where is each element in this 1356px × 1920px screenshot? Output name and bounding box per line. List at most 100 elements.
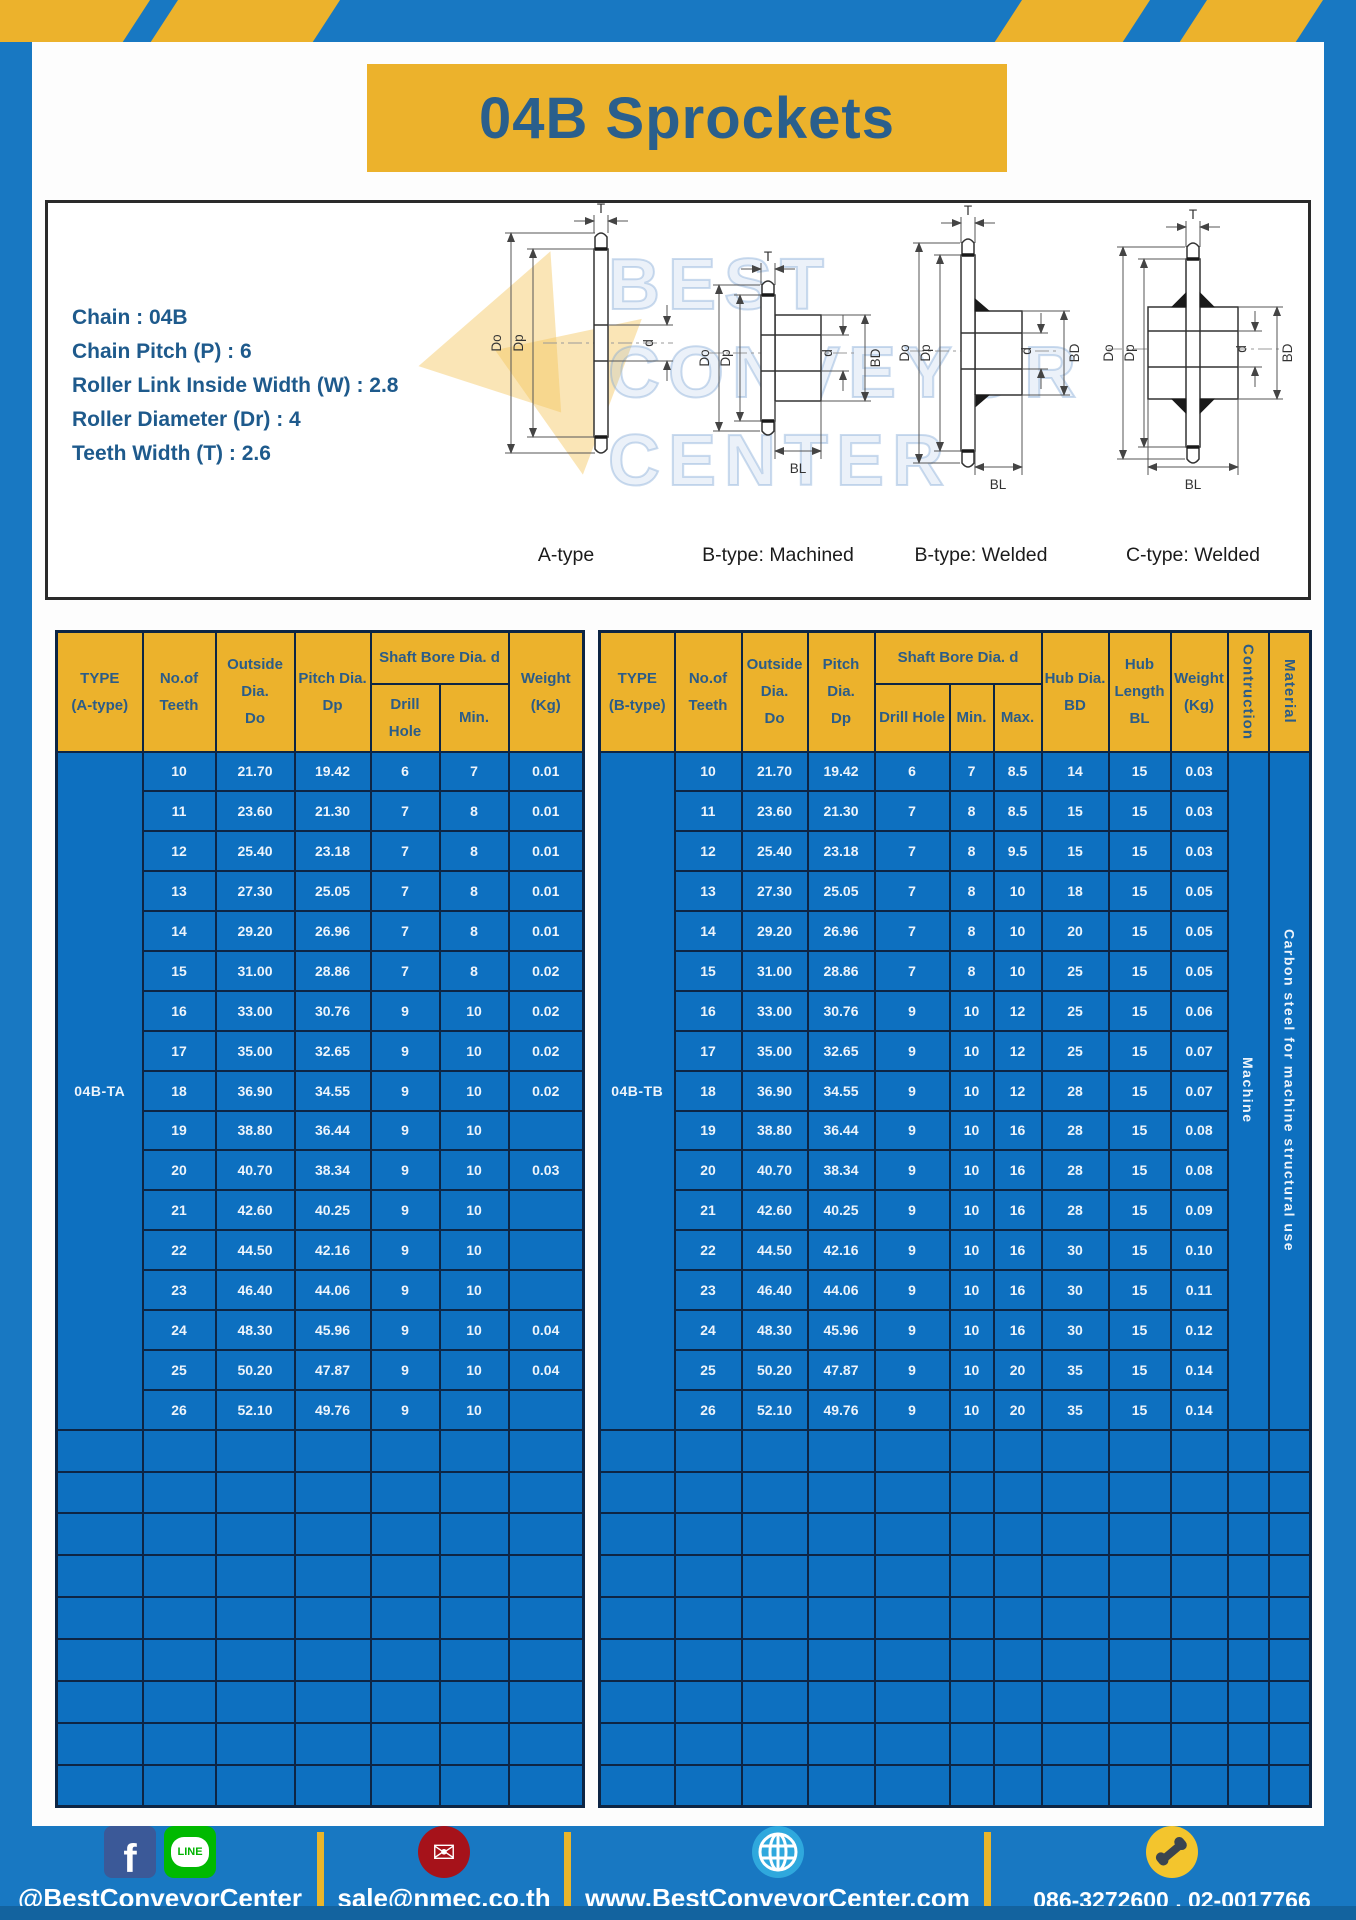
table-cell xyxy=(873,1428,951,1473)
table-cell: 15 xyxy=(1107,1308,1172,1351)
table-cell: 16 xyxy=(992,1149,1043,1192)
empty-table-row xyxy=(598,1512,1312,1557)
table-cell: 9 xyxy=(873,1388,951,1431)
table-cell: 15 xyxy=(1107,949,1172,992)
table-cell: 9 xyxy=(873,1109,951,1152)
table-cell: 10 xyxy=(438,1149,510,1192)
svg-text:BD: BD xyxy=(1067,343,1082,362)
table-cell: 36.90 xyxy=(740,1069,809,1112)
page-content: 04B Sprockets BEST CONVEYOR CENTER xyxy=(32,42,1324,1826)
table-cell: 15 xyxy=(1107,910,1172,952)
table-cell: 0.14 xyxy=(1169,1388,1229,1431)
facebook-icon: f xyxy=(104,1826,156,1879)
page-title-box: 04B Sprockets xyxy=(367,64,1007,172)
table-cell: 9 xyxy=(369,989,441,1032)
table-cell xyxy=(507,1554,585,1599)
table-cell: 0.09 xyxy=(1169,1189,1229,1232)
table-cell xyxy=(1107,1596,1172,1641)
table-cell xyxy=(806,1512,876,1557)
table-cell xyxy=(806,1596,876,1641)
table-row: 18 36.90 34.55 9 10 12 28 15 0.07 xyxy=(600,1069,1311,1112)
table-cell xyxy=(438,1679,510,1724)
table-cell: 7 xyxy=(873,830,951,873)
column-header: Hub Dia. BD xyxy=(1040,630,1110,753)
table-cell xyxy=(598,1763,676,1808)
table-cell: 20 xyxy=(141,1149,217,1192)
table-cell xyxy=(673,1428,743,1473)
table-cell: 15 xyxy=(1107,790,1172,833)
svg-text:T: T xyxy=(597,203,605,216)
table-cell: 42.16 xyxy=(806,1229,876,1272)
table-cell: 10 xyxy=(992,949,1043,992)
table-cell: 18 xyxy=(1040,870,1110,913)
table-cell: 9 xyxy=(369,1149,441,1192)
table-cell xyxy=(948,1554,995,1599)
footer-website: www.BestConveyorCenter.com xyxy=(577,1826,978,1914)
table-cell: 28 xyxy=(1040,1069,1110,1112)
spec-line: Chain Pitch (P) : 6 xyxy=(72,340,252,363)
table-cell xyxy=(740,1596,809,1641)
table-cell: 12 xyxy=(992,1069,1043,1112)
table-row: 22 44.50 42.16 9 10 16 30 15 0.10 xyxy=(600,1229,1311,1272)
table-cell: 15 xyxy=(1040,790,1110,833)
table-cell: 19 xyxy=(141,1109,217,1152)
table-cell xyxy=(507,1109,585,1152)
table-cell: 45.96 xyxy=(806,1308,876,1351)
table-cell: 44.50 xyxy=(740,1229,809,1272)
table-cell: 0.01 xyxy=(507,750,585,793)
table-cell xyxy=(1226,1721,1270,1766)
table-cell: 7 xyxy=(438,750,510,793)
column-header: Weight (Kg) xyxy=(507,630,585,753)
table-cell: 15 xyxy=(1107,750,1172,793)
table-cell: 0.04 xyxy=(507,1308,585,1351)
table-cell: 7 xyxy=(369,949,441,992)
table-cell: 9 xyxy=(369,1029,441,1072)
table-cell xyxy=(1107,1763,1172,1808)
table-cell: 23 xyxy=(673,1269,743,1311)
table-cell xyxy=(1267,1721,1312,1766)
table-cell xyxy=(673,1638,743,1682)
b-type-table: TYPE (B-type) No.of Teeth Outside Dia. D… xyxy=(598,630,1312,1809)
svg-text:BD: BD xyxy=(868,348,883,367)
table-cell xyxy=(1040,1763,1110,1808)
table-cell: 15 xyxy=(1107,1348,1172,1391)
table-row: 26 52.10 49.76 9 10 20 35 15 0.14 xyxy=(600,1388,1311,1431)
table-cell xyxy=(369,1428,441,1473)
table-cell xyxy=(673,1679,743,1724)
table-cell xyxy=(992,1763,1043,1808)
table-cell xyxy=(806,1638,876,1682)
table-cell xyxy=(293,1596,372,1641)
table-cell xyxy=(873,1763,951,1808)
table-cell xyxy=(992,1512,1043,1557)
table-cell: 21.30 xyxy=(293,790,372,833)
table-cell: 16 xyxy=(673,989,743,1032)
table-cell xyxy=(55,1470,144,1515)
table-cell xyxy=(369,1679,441,1724)
table-cell xyxy=(1169,1554,1229,1599)
column-header: Max. xyxy=(992,682,1043,753)
spec-line: Teeth Width (T) : 2.6 xyxy=(72,442,271,465)
column-header: No.of Teeth xyxy=(673,630,743,753)
svg-text:Dp: Dp xyxy=(918,344,933,361)
table-cell: 9 xyxy=(873,1189,951,1232)
table-cell xyxy=(438,1470,510,1515)
table-cell xyxy=(992,1721,1043,1766)
column-header: Pitch Dia. Dp xyxy=(293,630,372,753)
table-cell: 45.96 xyxy=(293,1308,372,1351)
table-cell xyxy=(1040,1679,1110,1724)
svg-text:B-type: Machined: B-type: Machined xyxy=(702,544,854,566)
svg-text:Do: Do xyxy=(697,349,712,366)
table-cell: 8 xyxy=(438,949,510,992)
table-cell: 16 xyxy=(992,1109,1043,1152)
table-cell xyxy=(369,1596,441,1641)
table-cell: 23.18 xyxy=(806,830,876,873)
table-cell: 10 xyxy=(438,1308,510,1351)
type-cell: 04B-TA xyxy=(55,750,144,1431)
table-cell xyxy=(1226,1763,1270,1808)
table-cell: 38.80 xyxy=(740,1109,809,1152)
column-header: TYPE (B-type) xyxy=(598,630,676,753)
table-cell xyxy=(214,1512,296,1557)
table-cell: 20 xyxy=(992,1348,1043,1391)
table-cell xyxy=(1107,1470,1172,1515)
table-cell xyxy=(438,1554,510,1599)
